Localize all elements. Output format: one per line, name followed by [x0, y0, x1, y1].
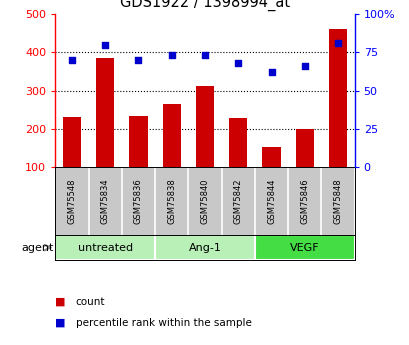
Text: GSM75834: GSM75834 [101, 178, 110, 224]
Text: untreated: untreated [77, 243, 133, 253]
Text: GSM75548: GSM75548 [67, 178, 76, 224]
Point [102, 42, 108, 47]
Bar [328, 29, 346, 167]
Bar [63, 117, 81, 167]
Text: GSM75844: GSM75844 [266, 178, 275, 224]
Text: ■: ■ [55, 297, 66, 307]
Point [168, 52, 175, 58]
Bar [295, 129, 313, 167]
Text: GSM75846: GSM75846 [299, 178, 308, 224]
Text: GSM75838: GSM75838 [167, 178, 176, 224]
Text: VEGF: VEGF [289, 243, 319, 253]
Text: count: count [76, 297, 105, 307]
Text: Ang-1: Ang-1 [188, 243, 221, 253]
Text: GSM75840: GSM75840 [200, 178, 209, 224]
Text: GSM75842: GSM75842 [233, 178, 242, 224]
Text: ■: ■ [55, 318, 66, 327]
Text: GSM75848: GSM75848 [333, 178, 342, 224]
Point [267, 69, 274, 75]
Bar [55, 235, 155, 260]
Title: GDS1922 / 1398994_at: GDS1922 / 1398994_at [120, 0, 289, 11]
Point [69, 57, 75, 63]
Bar [129, 116, 147, 167]
Bar [229, 118, 247, 167]
Point [135, 57, 142, 63]
Point [201, 52, 208, 58]
Text: GSM75836: GSM75836 [134, 178, 143, 224]
Point [334, 40, 340, 46]
Bar [254, 235, 354, 260]
Bar [96, 58, 114, 167]
Bar [162, 104, 180, 167]
Bar [155, 235, 254, 260]
Point [301, 63, 307, 69]
Bar [262, 147, 280, 167]
Point [234, 60, 241, 66]
Bar [196, 86, 213, 167]
Text: agent: agent [21, 243, 53, 253]
Text: percentile rank within the sample: percentile rank within the sample [76, 318, 251, 327]
